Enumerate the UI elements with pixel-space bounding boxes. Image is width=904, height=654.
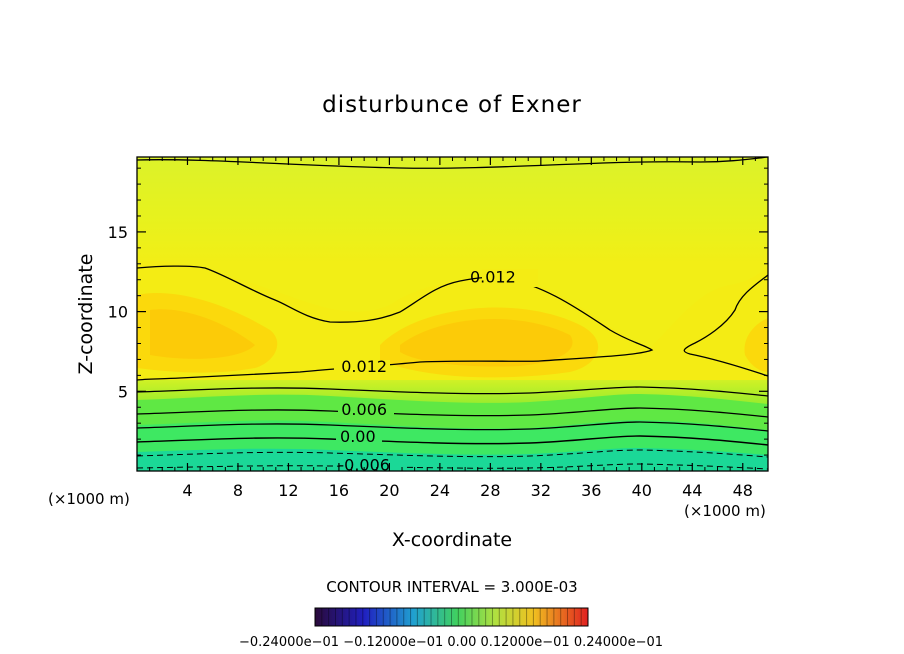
y-tick-label-2: 15 (108, 223, 128, 242)
x-tick-label-7: 32 (531, 481, 551, 500)
contour-label-0: 0.012 (470, 268, 516, 287)
contour-label-bg-4 (336, 432, 382, 448)
region-high-right (744, 318, 768, 372)
y-axis-label: Z-coordinate (75, 254, 97, 375)
chart-title: disturbunce of Exner (322, 92, 582, 118)
y-tick-label-1: 10 (108, 303, 128, 322)
x-unit-right: (×1000 m) (684, 502, 766, 520)
y-axis-ticks: 5 10 15 (108, 167, 768, 456)
plot-fill: 0.012 0.012 0.006 0.00 -0.006 (137, 157, 768, 475)
contour-neg-0006 (137, 463, 768, 470)
colorbar (314, 607, 589, 627)
x-tick-label-2: 12 (278, 481, 298, 500)
x-tick-label-6: 28 (480, 481, 500, 500)
contour-label-bg-2 (334, 360, 390, 378)
y-tick-label-0: 5 (118, 382, 128, 401)
contour-top (137, 157, 768, 169)
contour-label-bg-1 (482, 269, 538, 287)
x-tick-label-4: 20 (379, 481, 399, 500)
x-tick-label-9: 40 (632, 481, 652, 500)
contour-0006 (137, 407, 768, 418)
contour-label-bg-5 (340, 459, 404, 471)
colorbar-lines (321, 608, 582, 626)
x-axis-ticks: 4 8 12 16 20 24 28 32 36 40 44 48 (149, 157, 756, 500)
contour-000 (137, 435, 768, 446)
region-core-mid (400, 318, 573, 367)
contour-0003 (137, 421, 768, 432)
region-core-left (150, 309, 255, 359)
x-tick-label-0: 4 (182, 481, 192, 500)
x-tick-label-11: 48 (733, 481, 753, 500)
colorbar-labels: −0.24000e−01 −0.12000e−01 0.00 0.12000e−… (239, 635, 663, 650)
contour-label-3: 0.00 (340, 427, 376, 446)
contour-0012-upper-left (137, 265, 654, 381)
contour-interval: CONTOUR INTERVAL = 3.000E-03 (326, 578, 577, 596)
contour-neg-0003 (137, 449, 768, 458)
x-tick-label-5: 24 (430, 481, 450, 500)
x-unit-left: (×1000 m) (48, 490, 130, 508)
x-tick-label-8: 36 (581, 481, 601, 500)
x-tick-label-1: 8 (233, 481, 243, 500)
x-tick-label-3: 16 (329, 481, 349, 500)
contour-label-bg-3 (338, 404, 394, 420)
contour-label-1: 0.012 (341, 357, 387, 376)
contour-009 (137, 386, 768, 397)
x-axis-label: X-coordinate (392, 529, 512, 551)
contour-labels: 0.012 0.012 0.006 0.00 -0.006 (338, 268, 516, 475)
contour-label-2: 0.006 (341, 400, 387, 419)
contour-0012-right (683, 274, 768, 377)
x-tick-label-10: 44 (682, 481, 702, 500)
contour-label-4: -0.006 (338, 456, 390, 475)
